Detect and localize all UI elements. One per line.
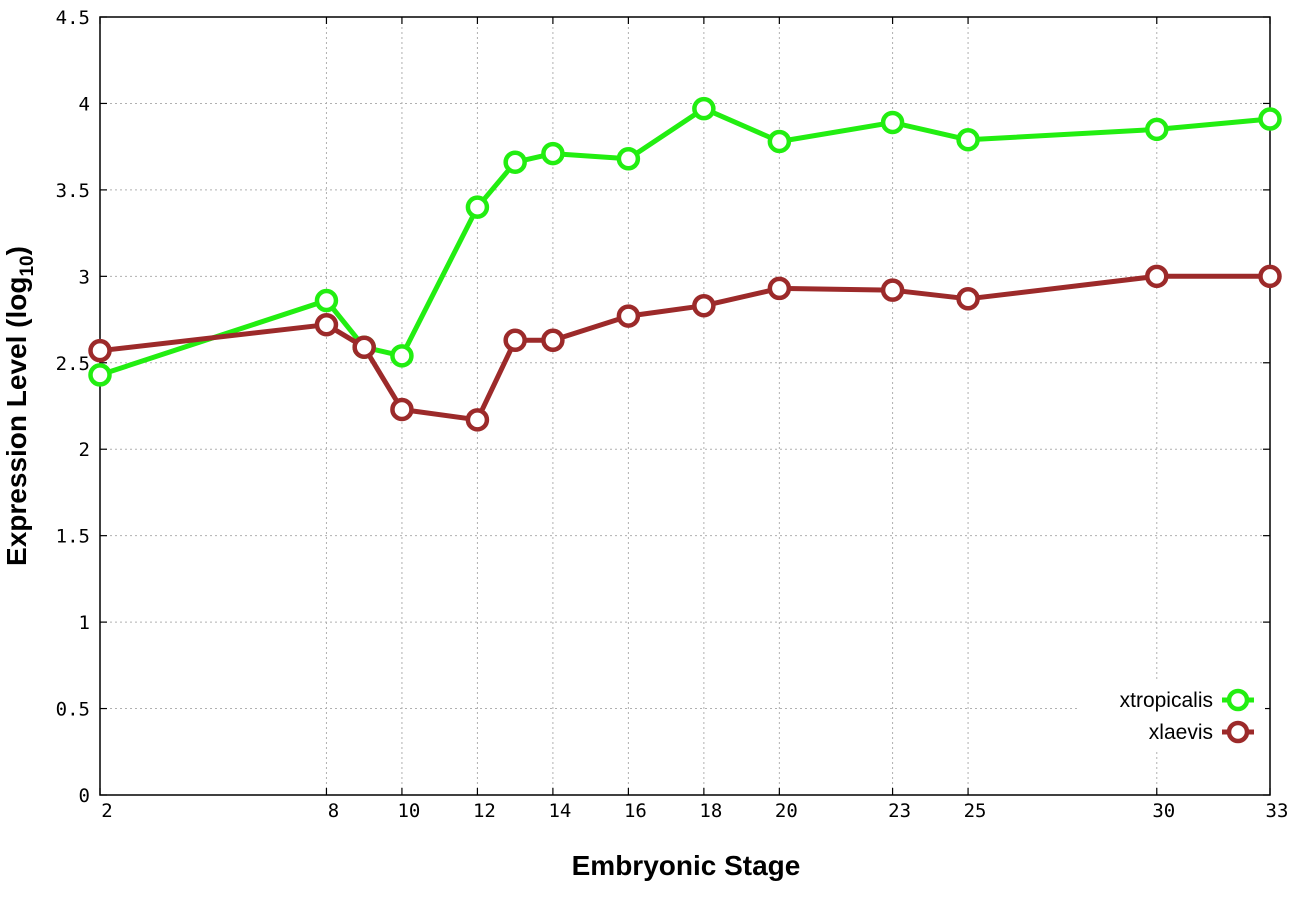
data-point-xtropicalis [541, 141, 565, 166]
x-tick-label: 10 [397, 800, 420, 822]
x-tick-label: 16 [624, 800, 647, 822]
y-tick-label: 4.5 [56, 7, 90, 29]
x-tick-label: 30 [1152, 800, 1175, 822]
data-point-xlaevis [465, 408, 490, 432]
data-point-xtropicalis [390, 344, 414, 368]
data-point-xlaevis [314, 312, 339, 337]
y-axis-title: Expression Level (log10) [1, 246, 38, 566]
data-point-xlaevis [767, 276, 792, 301]
data-point-xtropicalis [465, 195, 490, 219]
x-axis-title: Embryonic Stage [572, 850, 801, 881]
y-tick-label: 2.5 [56, 353, 90, 375]
data-point-xlaevis [541, 328, 565, 353]
y-tick-label: 0 [79, 785, 90, 807]
x-tick-label: 12 [473, 800, 496, 822]
x-tick-label: 25 [964, 800, 987, 822]
data-point-xtropicalis [503, 150, 527, 174]
data-point-xlaevis [1145, 264, 1169, 289]
data-point-xlaevis [616, 304, 641, 328]
data-point-xtropicalis [616, 147, 641, 171]
series-line-xtropicalis [99, 106, 1271, 378]
series-group [88, 96, 1282, 432]
grid-lines [100, 17, 1270, 795]
y-axis-title-close: ) [1, 246, 32, 255]
legend: xtropicalis xlaevis [1080, 680, 1265, 750]
data-point-xtropicalis [880, 110, 905, 135]
data-point-xlaevis [390, 397, 414, 422]
data-point-xtropicalis [692, 96, 716, 121]
x-tick-label: 33 [1266, 800, 1289, 822]
data-point-xlaevis [352, 335, 376, 359]
data-point-xlaevis [88, 338, 112, 363]
y-axis-title-subscript: 10 [17, 255, 38, 276]
data-point-xtropicalis [1258, 107, 1282, 131]
x-tick-label: 2 [101, 800, 112, 822]
data-point-xtropicalis [767, 129, 792, 154]
legend-swatch-marker-xlaevis [1226, 720, 1250, 744]
y-tick-label: 1 [79, 612, 90, 634]
y-tick-label: 1.5 [56, 526, 90, 548]
legend-label-xtropicalis: xtropicalis [1120, 689, 1213, 712]
data-point-xtropicalis [88, 363, 112, 387]
plot-frame [99, 16, 1271, 796]
data-point-xlaevis [880, 278, 905, 302]
data-point-xtropicalis [314, 288, 339, 313]
y-tick-label: 3.5 [56, 180, 90, 202]
y-tick-label: 2 [79, 439, 90, 461]
data-point-xlaevis [692, 293, 716, 318]
data-point-xtropicalis [1145, 117, 1169, 142]
data-point-xlaevis [1258, 264, 1282, 289]
x-tick-label: 18 [699, 800, 722, 822]
data-point-xlaevis [956, 287, 980, 311]
x-tick-label: 14 [548, 800, 571, 822]
y-tick-label: 3 [79, 266, 90, 288]
x-tick-label: 20 [775, 800, 798, 822]
y-tick-label: 0.5 [56, 699, 90, 721]
data-point-xtropicalis [956, 128, 980, 152]
y-tick-label: 4 [79, 93, 90, 115]
x-tick-label: 23 [888, 800, 911, 822]
y-axis-title-main: Expression Level (log [1, 277, 32, 566]
series-line-xlaevis [99, 273, 1270, 423]
x-tick-label: 8 [328, 800, 339, 822]
data-point-xlaevis [503, 328, 527, 353]
legend-swatch-marker-xtropicalis [1226, 688, 1250, 712]
legend-label-xlaevis: xlaevis [1149, 721, 1213, 744]
